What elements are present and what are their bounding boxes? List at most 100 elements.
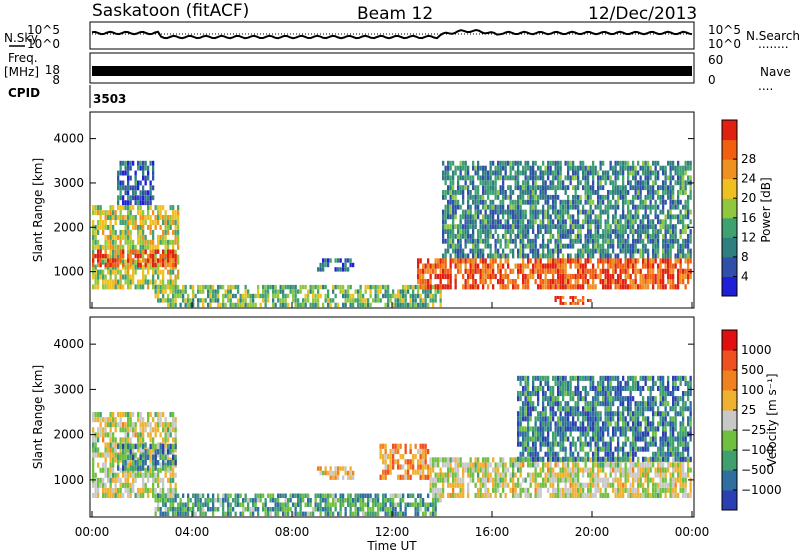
heatmap-cell: [469, 472, 472, 478]
heatmap-cell: [622, 238, 625, 244]
heatmap-cell: [524, 165, 527, 171]
heatmap-cell: [462, 487, 465, 493]
heatmap-cell: [617, 194, 620, 200]
heatmap-cell: [579, 209, 582, 215]
y-tick-label: 3000: [53, 176, 84, 190]
heatmap-cell: [204, 298, 207, 303]
heatmap-cell: [152, 185, 155, 191]
heatmap-cell: [347, 267, 350, 272]
heatmap-cell: [99, 412, 102, 418]
heatmap-cell: [667, 482, 670, 488]
heatmap-cell: [157, 449, 160, 455]
heatmap-cell: [549, 165, 552, 171]
heatmap-cell: [177, 507, 180, 512]
heatmap-cell: [542, 233, 545, 239]
heatmap-cell: [684, 209, 687, 215]
heatmap-cell: [462, 175, 465, 181]
heatmap-cell: [604, 209, 607, 215]
heatmap-cell: [509, 199, 512, 205]
heatmap-cell: [597, 185, 600, 191]
heatmap-cell: [419, 268, 422, 274]
heatmap-cell: [174, 482, 177, 488]
heatmap-cell: [317, 284, 320, 290]
heatmap-cell: [139, 492, 142, 498]
power-colorbar-label: Power [dB]: [759, 177, 773, 242]
heatmap-cell: [282, 511, 285, 517]
heatmap-cell: [519, 421, 522, 427]
heatmap-cell: [639, 238, 642, 244]
heatmap-cell: [162, 253, 165, 259]
heatmap-cell: [434, 457, 437, 463]
heatmap-cell: [579, 233, 582, 239]
heatmap-cell: [97, 452, 100, 458]
heatmap-cell: [97, 249, 100, 254]
heatmap-cell: [657, 253, 660, 259]
heatmap-cell: [334, 507, 337, 512]
colorbar-tick-label: 4: [741, 269, 749, 283]
heatmap-cell: [549, 233, 552, 239]
heatmap-cell: [502, 204, 505, 210]
heatmap-cell: [457, 492, 460, 498]
heatmap-cell: [527, 385, 530, 391]
heatmap-cell: [339, 258, 342, 263]
heatmap-cell: [242, 502, 245, 507]
heatmap-cell: [567, 229, 570, 234]
heatmap-cell: [474, 248, 477, 254]
heatmap-cell: [127, 180, 130, 186]
heatmap-cell: [599, 185, 602, 191]
heatmap-cell: [574, 199, 577, 205]
heatmap-cell: [484, 457, 487, 463]
heatmap-cell: [664, 258, 667, 264]
heatmap-cell: [649, 209, 652, 215]
heatmap-cell: [654, 160, 657, 166]
heatmap-cell: [117, 284, 120, 290]
heatmap-cell: [377, 511, 380, 517]
heatmap-cell: [149, 472, 152, 478]
heatmap-cell: [457, 467, 460, 473]
heatmap-cell: [564, 263, 567, 269]
heatmap-cell: [619, 462, 622, 468]
heatmap-cell: [669, 180, 672, 186]
heatmap-cell: [449, 482, 452, 488]
heatmap-cell: [119, 412, 122, 418]
heatmap-cell: [119, 284, 122, 290]
heatmap-cell: [142, 249, 145, 254]
heatmap-cell: [524, 284, 527, 290]
heatmap-cell: [332, 493, 335, 498]
heatmap-cell: [547, 472, 550, 478]
heatmap-cell: [617, 482, 620, 488]
heatmap-cell: [372, 511, 375, 517]
heatmap-cell: [229, 284, 232, 290]
heatmap-cell: [119, 249, 122, 254]
heatmap-cell: [499, 273, 502, 280]
nave-label: Nave: [760, 65, 791, 79]
heatmap-cell: [469, 268, 472, 274]
heatmap-cell: [234, 302, 237, 308]
heatmap-cell: [479, 248, 482, 254]
heatmap-cell: [457, 248, 460, 254]
heatmap-cell: [527, 224, 530, 230]
heatmap-cell: [602, 199, 605, 205]
heatmap-cell: [119, 195, 122, 201]
heatmap-cell: [597, 233, 600, 239]
heatmap-cell: [97, 462, 100, 468]
heatmap-cell: [554, 160, 557, 166]
heatmap-cell: [477, 472, 480, 478]
heatmap-cell: [624, 165, 627, 171]
heatmap-cell: [177, 215, 180, 220]
heatmap-cell: [567, 233, 570, 239]
heatmap-cell: [437, 487, 440, 493]
heatmap-cell: [439, 477, 442, 483]
heatmap-cell: [624, 160, 627, 166]
heatmap-cell: [687, 253, 690, 259]
colorbar-segment: [722, 217, 737, 238]
heatmap-cell: [372, 284, 375, 290]
heatmap-cell: [294, 289, 297, 294]
heatmap-cell: [159, 511, 162, 517]
heatmap-cell: [477, 170, 480, 176]
heatmap-cell: [382, 493, 385, 498]
heatmap-cell: [619, 284, 622, 290]
heatmap-cell: [469, 175, 472, 181]
heatmap-cell: [654, 238, 657, 244]
heatmap-cell: [589, 199, 592, 205]
